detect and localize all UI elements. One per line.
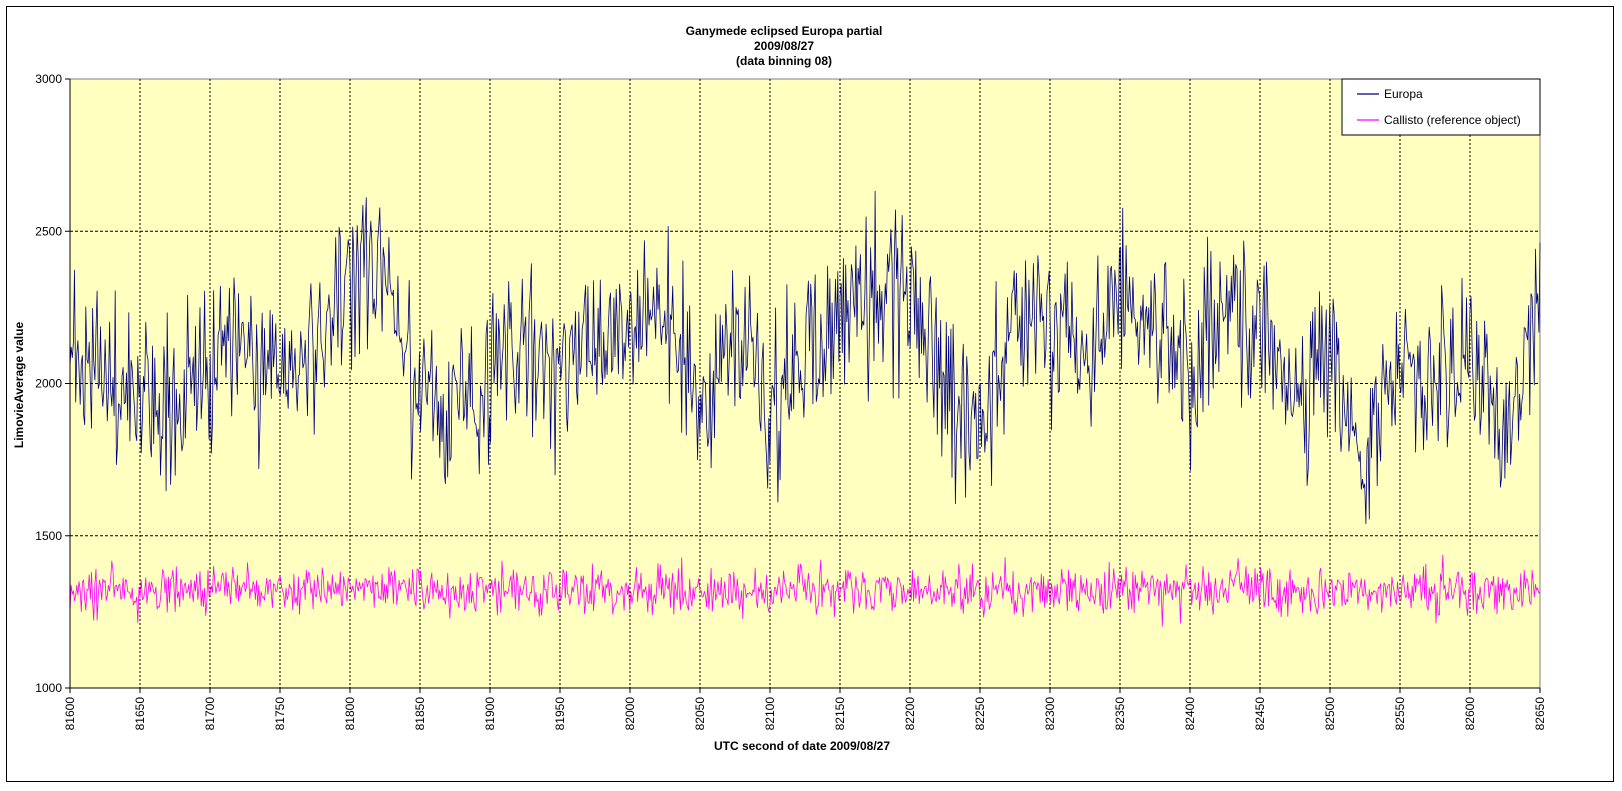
axis-layer: 81600 81650 81700 81750 81800 81850 81900 81950…: [35, 72, 1547, 730]
x-tick-label: 81900: [483, 697, 497, 731]
x-tick-label: 82300: [1043, 697, 1057, 731]
x-tick-label: 81650: [133, 697, 147, 731]
x-tick-label: 82650: [1533, 697, 1547, 731]
x-tick-label: 82150: [833, 697, 847, 731]
x-tick-label: 81850: [413, 697, 427, 731]
chart-title-line-2: 2009/08/27: [754, 39, 814, 53]
x-tick-label: 82450: [1253, 697, 1267, 731]
y-tick-label: 1000: [35, 681, 62, 695]
x-tick-label: 82100: [763, 697, 777, 731]
x-axis-title: UTC second of date 2009/08/27: [714, 739, 890, 753]
x-tick-label: 82000: [623, 697, 637, 731]
legend: Europa Callisto (reference object): [1341, 78, 1541, 136]
y-tick-label: 2500: [35, 224, 62, 238]
series-line-callisto: [69, 554, 1541, 627]
x-tick-label: 81800: [343, 697, 357, 731]
legend-box: [1341, 78, 1541, 136]
x-tick-label: 82050: [693, 697, 707, 731]
chart-title: Ganymede eclipsed Europa partial 2009/08…: [686, 24, 883, 68]
chart-frame: Ganymede eclipsed Europa partial 2009/08…: [6, 6, 1614, 782]
x-tick-label: 82250: [973, 697, 987, 731]
chart-svg: Ganymede eclipsed Europa partial 2009/08…: [12, 24, 1547, 753]
x-tick-label: 81600: [63, 697, 77, 731]
y-tick-label: 2000: [35, 377, 62, 391]
series-line-europa: [69, 190, 1541, 525]
y-axis-title: LimovieAverage value: [12, 322, 26, 449]
chart-title-line-3: (data binning 08): [736, 54, 832, 68]
chart-title-line-1: Ganymede eclipsed Europa partial: [686, 24, 883, 38]
x-tick-label: 81750: [273, 697, 287, 731]
grid-layer: [70, 79, 1540, 688]
y-tick-label: 1500: [35, 529, 62, 543]
x-tick-label: 82600: [1463, 697, 1477, 731]
x-tick-label: 82200: [903, 697, 917, 731]
x-tick-label: 81700: [203, 697, 217, 731]
x-tick-label: 82400: [1183, 697, 1197, 731]
x-tick-label: 81950: [553, 697, 567, 731]
y-tick-label: 3000: [35, 72, 62, 86]
x-tick-label: 82350: [1113, 697, 1127, 731]
x-tick-label: 82500: [1323, 697, 1337, 731]
legend-europa-label: Europa: [1384, 87, 1423, 101]
series-layer: [69, 190, 1541, 627]
legend-callisto-label: Callisto (reference object): [1384, 113, 1521, 127]
x-tick-label: 82550: [1393, 697, 1407, 731]
